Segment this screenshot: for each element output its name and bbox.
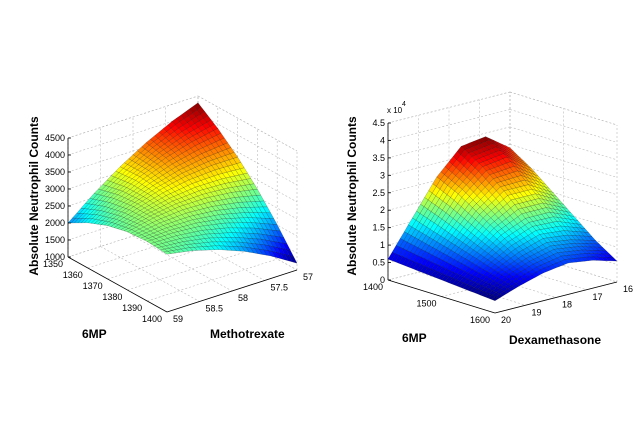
z-tick-label: 2000 <box>45 218 65 228</box>
z-tick-label: 4500 <box>45 133 65 143</box>
chart1-xlabel: 6MP <box>82 327 107 341</box>
y-tick-label: 16 <box>623 284 633 294</box>
z-tick-label: 4000 <box>45 150 65 160</box>
y-tick-label: 59 <box>173 314 183 324</box>
x-tick-label: 1500 <box>416 299 436 309</box>
z-tick-label: 1500 <box>45 235 65 245</box>
z-tick-label: 3.5 <box>372 153 385 163</box>
surface-chart-6mp-dexamethasone: 0 0.5 1 1.5 2 2.5 3 3.5 4 4.5 1400 1500 1600 20 19 18 17… <box>363 91 633 325</box>
z-tick-label: 4 <box>380 135 385 145</box>
grid-line <box>147 258 278 302</box>
grid-line <box>100 246 200 302</box>
grid-line <box>197 95 298 152</box>
grid-line <box>509 126 618 161</box>
grid-line <box>509 248 618 283</box>
y-tick-label: 58 <box>238 293 248 303</box>
y-tick-label: 58.5 <box>206 304 224 314</box>
chart2-zlabel: Absolute Neutrophil Counts <box>345 116 359 276</box>
x-tick-label: 1390 <box>122 303 142 313</box>
x-tick-label: 1400 <box>363 282 383 292</box>
y-tick-label: 19 <box>532 307 542 317</box>
chart2-zscale-label: x 10 <box>387 106 403 115</box>
y-axis-line <box>494 281 618 314</box>
grid-line <box>509 196 618 230</box>
grid-line <box>387 91 511 124</box>
z-tick-label: 2 <box>380 205 385 215</box>
surface <box>387 136 618 301</box>
grid-line <box>387 126 511 159</box>
grid-line <box>197 129 298 186</box>
z-tick-label: 1000 <box>45 252 65 262</box>
surface <box>67 102 298 264</box>
x-tick-label: 1370 <box>83 281 103 291</box>
surface-chart-6mp-methotrexate: 1000 1500 2000 2500 3000 3500 4000 4500 13501360… <box>43 95 313 324</box>
y-tick-label: 57 <box>303 272 313 282</box>
grid-line <box>448 264 557 298</box>
z-tick-label: 1 <box>380 240 385 250</box>
grid-line <box>479 256 587 291</box>
z-tick-label: 3000 <box>45 184 65 194</box>
grid-line <box>132 235 233 292</box>
x-tick-label: 1400 <box>142 314 162 324</box>
grid-line <box>418 271 526 306</box>
grid-line <box>509 91 618 126</box>
x-tick-label: 1600 <box>470 315 490 325</box>
grid-line <box>509 144 618 178</box>
y-tick-label: 57.5 <box>271 283 289 293</box>
surface-patch <box>491 296 500 301</box>
grid-line <box>197 112 298 169</box>
chart1-zlabel: Absolute Neutrophil Counts <box>27 116 41 276</box>
z-tick-label: 4.5 <box>372 118 385 128</box>
grid-line <box>509 109 618 143</box>
grid-line <box>127 247 258 291</box>
z-tick-label: 3 <box>380 170 385 180</box>
z-tick-label: 2.5 <box>372 188 385 198</box>
surface-patch <box>163 251 172 255</box>
grid-line <box>165 225 265 281</box>
chart2-xlabel: 6MP <box>402 331 427 345</box>
z-tick-label: 3500 <box>45 167 65 177</box>
x-tick-label: 1350 <box>43 259 63 269</box>
y-tick-label: 20 <box>501 315 511 325</box>
x-axis-line <box>67 256 168 313</box>
grid-line <box>67 95 199 139</box>
grid-line <box>387 109 511 141</box>
x-tick-label: 1380 <box>102 292 122 302</box>
x-tick-label: 1360 <box>63 270 83 280</box>
chart1-ylabel: Methotrexate <box>210 327 285 341</box>
y-tick-label: 18 <box>562 300 572 310</box>
chart2-zscale-exponent: 4 <box>402 101 406 108</box>
grid-line <box>509 161 618 196</box>
z-tick-label: 1.5 <box>372 223 385 233</box>
chart2-ylabel: Dexamethasone <box>509 333 601 347</box>
z-tick-label: 2500 <box>45 201 65 211</box>
grid-line <box>509 178 618 213</box>
x-axis-line <box>387 279 496 314</box>
z-tick-label: 0.5 <box>372 258 385 268</box>
z-tick-label: 0 <box>380 275 385 285</box>
y-axis-line <box>166 269 298 313</box>
grid-line <box>509 213 618 248</box>
y-tick-label: 17 <box>593 292 603 302</box>
